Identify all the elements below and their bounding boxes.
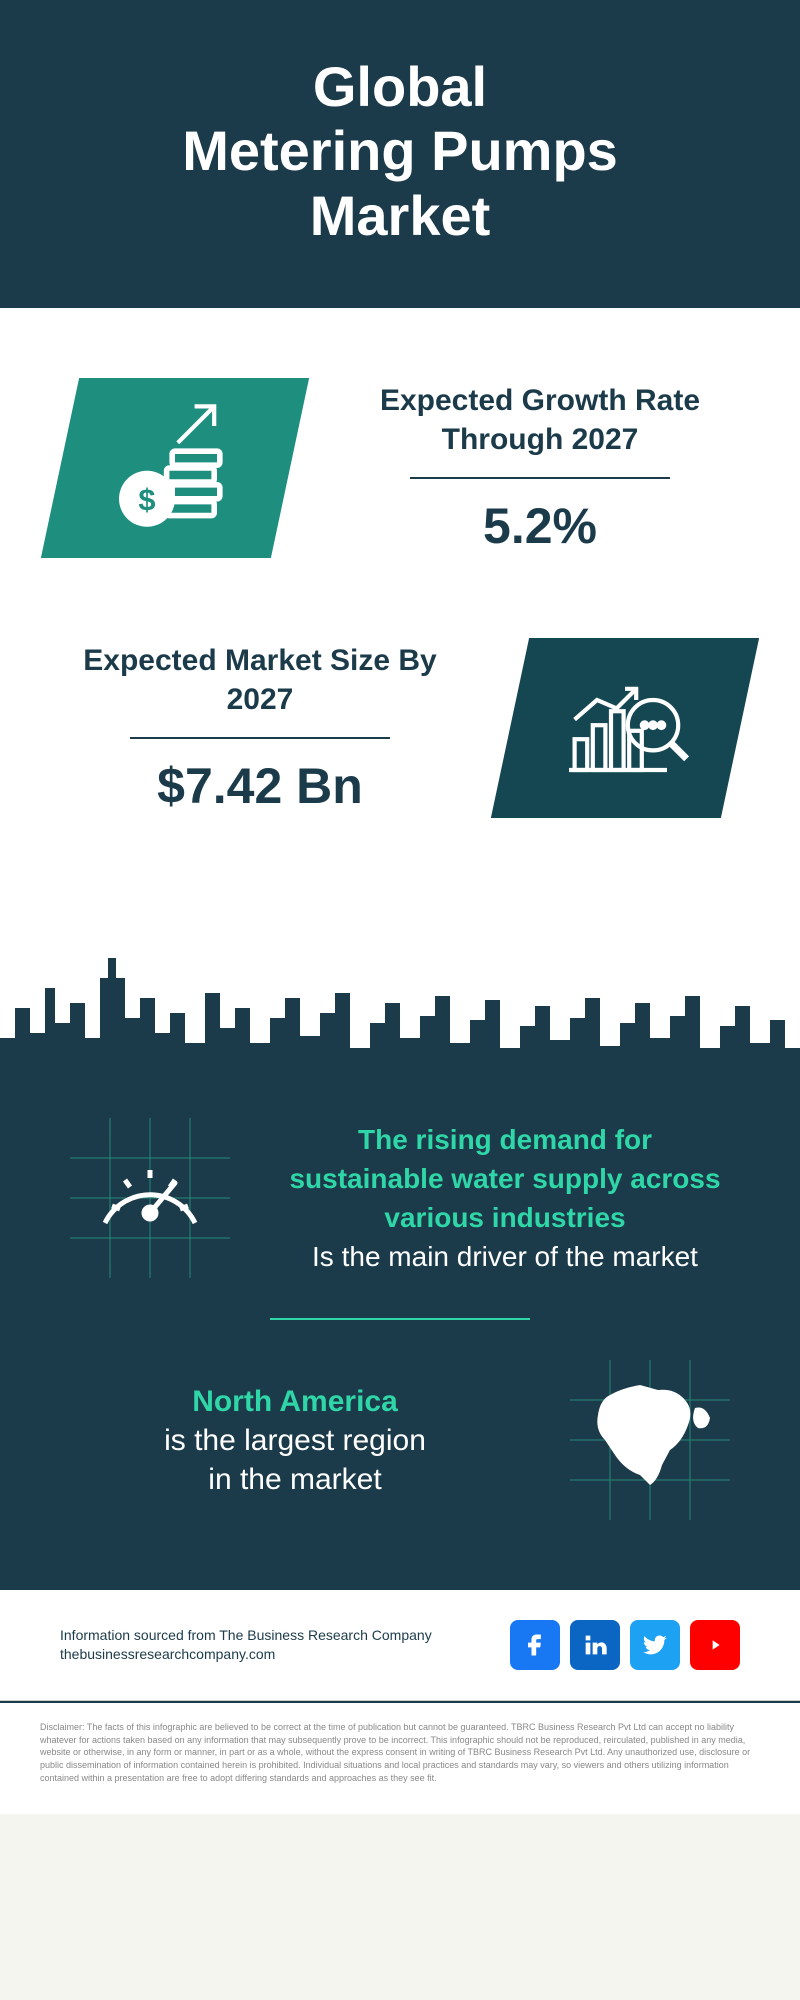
money-growth-icon: $	[105, 398, 245, 538]
title-line-2: Metering Pumps	[182, 119, 618, 182]
divider	[130, 737, 390, 739]
region-sub-2: in the market	[208, 1463, 381, 1496]
growth-rate-text: Expected Growth Rate Through 2027 5.2%	[340, 381, 740, 555]
dark-content: The rising demand for sustainable water …	[0, 1088, 800, 1590]
market-size-value: $7.42 Bn	[60, 757, 460, 815]
region-text-block: North America is the largest region in t…	[70, 1382, 520, 1499]
dark-section: The rising demand for sustainable water …	[0, 948, 800, 1590]
skyline-divider	[0, 948, 800, 1088]
market-size-label: Expected Market Size By 2027	[60, 641, 460, 719]
growth-icon-panel: $	[41, 378, 309, 558]
header-block: Global Metering Pumps Market	[0, 0, 800, 308]
page-title: Global Metering Pumps Market	[40, 55, 760, 248]
social-links	[510, 1620, 740, 1670]
driver-subtext: Is the main driver of the market	[312, 1241, 698, 1272]
gauge-icon	[70, 1118, 230, 1278]
analytics-icon	[555, 658, 695, 798]
region-sub-1: is the largest region	[164, 1424, 426, 1457]
growth-rate-value: 5.2%	[340, 497, 740, 555]
section-divider	[270, 1318, 530, 1320]
source-text: Information sourced from The Business Re…	[60, 1626, 432, 1665]
footer-source-bar: Information sourced from The Business Re…	[0, 1590, 800, 1701]
title-line-1: Global	[313, 55, 487, 118]
linkedin-icon[interactable]	[570, 1620, 620, 1670]
title-line-3: Market	[310, 184, 491, 247]
facebook-icon[interactable]	[510, 1620, 560, 1670]
source-line-2: thebusinessresearchcompany.com	[60, 1645, 432, 1665]
driver-text-block: The rising demand for sustainable water …	[280, 1120, 730, 1277]
youtube-icon[interactable]	[690, 1620, 740, 1670]
market-size-row: Expected Market Size By 2027 $7.42 Bn	[60, 638, 740, 818]
region-row: North America is the largest region in t…	[70, 1360, 730, 1520]
driver-highlight: The rising demand for sustainable water …	[289, 1124, 720, 1233]
map-icon	[570, 1360, 730, 1520]
divider	[410, 477, 670, 479]
region-highlight: North America	[192, 1385, 398, 1418]
market-size-text: Expected Market Size By 2027 $7.42 Bn	[60, 641, 460, 815]
growth-rate-row: $ Expected Growth Rate Through 2027 5.2%	[60, 378, 740, 558]
growth-rate-label: Expected Growth Rate Through 2027	[340, 381, 740, 459]
svg-text:$: $	[138, 482, 155, 517]
market-driver-row: The rising demand for sustainable water …	[70, 1118, 730, 1278]
disclaimer-text: Disclaimer: The facts of this infographi…	[0, 1701, 800, 1814]
stats-section: $ Expected Growth Rate Through 2027 5.2%	[0, 308, 800, 948]
market-size-icon-panel	[491, 638, 759, 818]
twitter-icon[interactable]	[630, 1620, 680, 1670]
source-line-1: Information sourced from The Business Re…	[60, 1626, 432, 1646]
